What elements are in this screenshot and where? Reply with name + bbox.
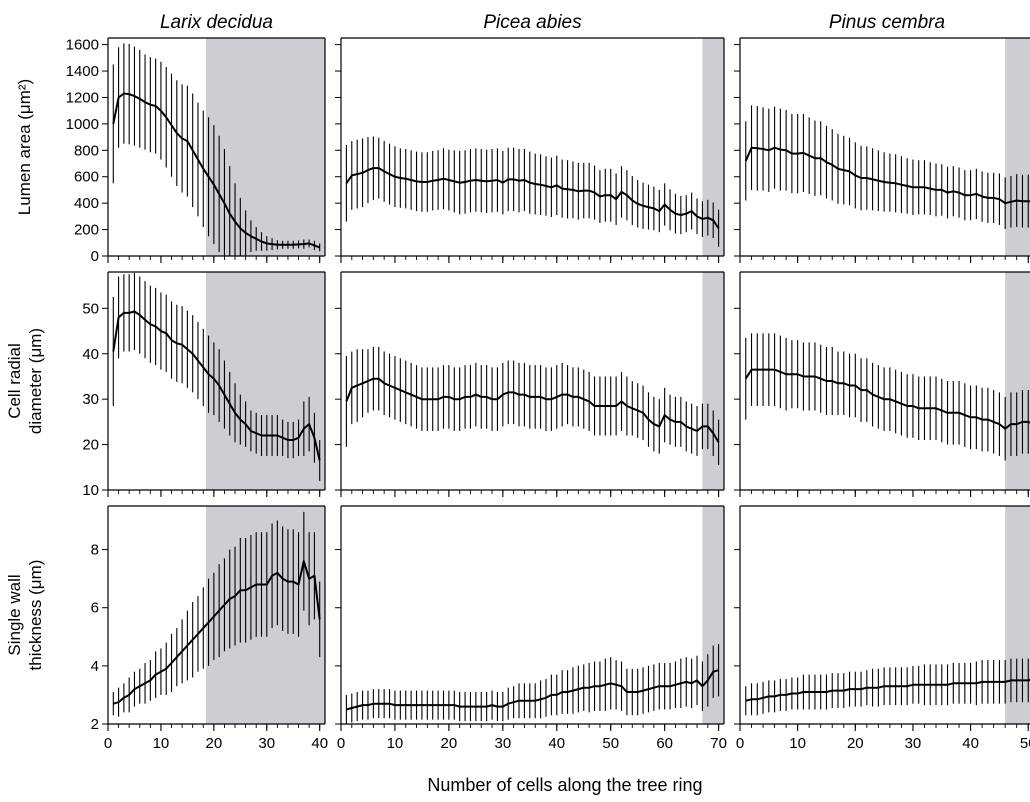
x-tick-label: 20 [847, 735, 864, 752]
ylabel-row-0-line-0: Lumen area (μm²) [15, 79, 34, 215]
x-tick-label: 0 [337, 735, 345, 752]
x-tick-label: 50 [1020, 735, 1030, 752]
species-titles: Larix decidua Picea abies Pinus cembra [160, 12, 945, 33]
y-tick-label: 200 [74, 222, 99, 239]
mean-line [346, 669, 719, 711]
y-tick-label: 6 [91, 600, 99, 617]
x-tick-label: 0 [736, 735, 744, 752]
y-tick-label: 600 [74, 169, 99, 186]
panel-1-0: 10 20 30 40 50 [82, 271, 326, 499]
x-tick-label: 30 [258, 735, 275, 752]
ylabel-row-1-line-1: diameter (μm) [26, 328, 45, 434]
panels: 0200400600800100012001400160010203040502… [66, 37, 1030, 752]
mean-line [345, 377, 720, 443]
latewood-shade [1005, 272, 1030, 490]
ylabel-row-2-line-0: Single wall [5, 574, 24, 655]
y-tick-label: 1200 [66, 89, 99, 106]
x-tick-label: 10 [789, 735, 806, 752]
x-tick-label: 40 [548, 735, 565, 752]
panel-2-2: 0 10 20 30 40 50 [734, 505, 1030, 752]
latewood-shade [702, 272, 724, 490]
x-tick-label: 0 [104, 735, 112, 752]
x-tick-label: 30 [905, 735, 922, 752]
panel-2-1: 0 10 20 30 40 50 60 70 [335, 505, 727, 752]
y-tick-label: 400 [74, 195, 99, 212]
panel-2-0: 2 4 6 8 0 10 20 30 40 [91, 505, 328, 752]
species-title-2: Pinus cembra [829, 12, 945, 33]
x-tick-label: 50 [602, 735, 619, 752]
plot-area [744, 105, 1030, 229]
x-tick-label: 40 [962, 735, 979, 752]
x-axis-label: Number of cells along the tree ring [427, 775, 702, 795]
y-tick-label: 4 [91, 658, 99, 675]
mean-line [745, 678, 1030, 702]
y-axis-labels: Lumen area (μm²) Cell radial diameter (μm)… [5, 79, 45, 671]
mean-line [113, 560, 321, 705]
y-tick-label: 50 [82, 300, 99, 317]
y-tick-label: 2 [91, 716, 99, 733]
y-tick-label: 20 [82, 437, 99, 454]
latewood-shade [205, 38, 325, 256]
latewood-shade [1005, 38, 1030, 256]
species-title-1: Picea abies [483, 12, 582, 33]
x-tick-label: 70 [710, 735, 727, 752]
plot-area [745, 658, 1030, 716]
mean-line [744, 368, 1030, 430]
x-tick-label: 10 [387, 735, 404, 752]
plot-area [112, 272, 321, 481]
mean-line [112, 310, 321, 461]
plot-area [744, 333, 1030, 461]
plot-area [112, 511, 321, 717]
ylabel-row-2-line-1: thickness (μm) [26, 560, 45, 671]
x-tick-label: 60 [656, 735, 673, 752]
y-tick-label: 1600 [66, 37, 99, 54]
latewood-shade [205, 506, 325, 724]
y-tick-label: 1000 [66, 116, 99, 133]
y-tick-label: 30 [82, 391, 99, 408]
y-tick-label: 10 [82, 482, 99, 499]
plot-area [345, 644, 720, 724]
latewood-shade [205, 272, 325, 490]
y-tick-label: 1400 [66, 63, 99, 80]
plot-area [112, 43, 321, 256]
species-title-0: Larix decidua [160, 12, 273, 33]
x-tick-label: 20 [206, 735, 223, 752]
plot-area [345, 136, 720, 247]
x-tick-label: 40 [311, 735, 328, 752]
panel-0-0: 0 200 400 600 800 1000 1200 1400 1600 [66, 37, 326, 265]
latewood-shade [1005, 506, 1030, 724]
y-tick-label: 0 [91, 248, 99, 265]
panel-1-1 [335, 271, 725, 497]
x-tick-label: 10 [153, 735, 170, 752]
panel-1-2 [734, 271, 1030, 497]
mean-line [112, 92, 321, 249]
x-tick-label: 30 [494, 735, 511, 752]
y-tick-label: 800 [74, 142, 99, 159]
y-tick-label: 40 [82, 346, 99, 363]
x-tick-label: 20 [441, 735, 458, 752]
ylabel-row-1-line-0: Cell radial [5, 343, 24, 419]
mean-line [744, 146, 1030, 205]
plot-area [345, 346, 720, 466]
y-tick-label: 8 [91, 542, 99, 559]
mean-line [345, 167, 720, 229]
panel-0-1 [335, 37, 725, 263]
panel-0-2 [734, 37, 1030, 263]
